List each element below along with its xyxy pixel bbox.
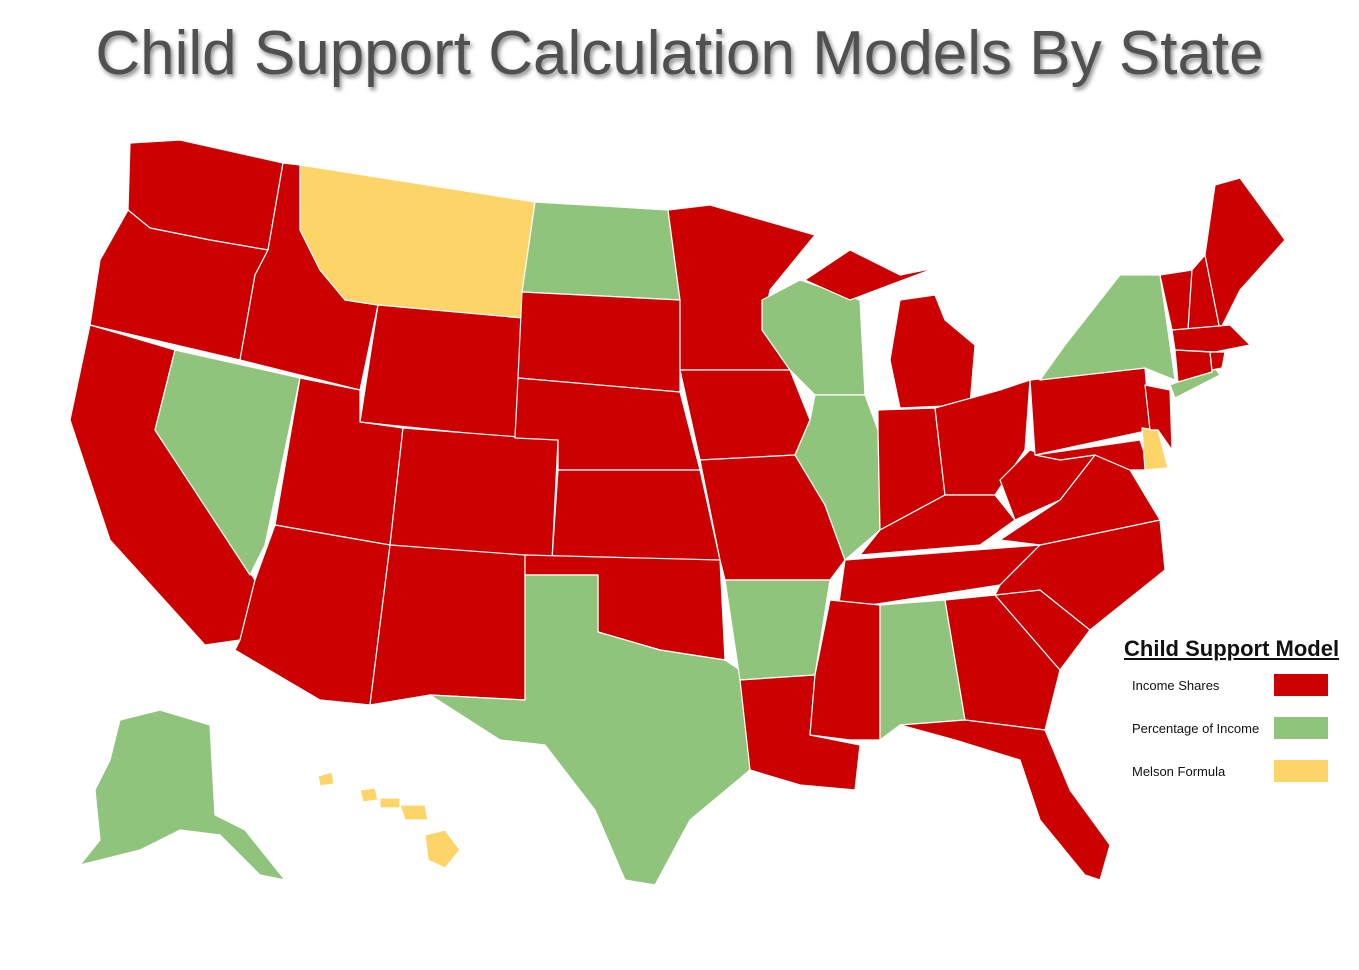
legend-label: Income Shares	[1132, 678, 1220, 693]
legend: Child Support Model Income Shares Percen…	[1124, 636, 1339, 791]
state-md[interactable]	[1034, 439, 1151, 471]
state-nv[interactable]	[154, 349, 301, 576]
state-co[interactable]	[389, 427, 559, 561]
state-fl[interactable]	[899, 719, 1111, 881]
hi-oahu	[359, 787, 379, 803]
legend-swatch	[1274, 717, 1328, 739]
state-ri[interactable]	[1209, 351, 1226, 371]
hi-molokai	[379, 797, 401, 809]
legend-item-income-shares: Income Shares	[1124, 662, 1339, 705]
map-title: Child Support Calculation Models By Stat…	[95, 19, 1264, 88]
state-ak[interactable]	[79, 709, 286, 881]
legend-item-percentage-of-income: Percentage of Income	[1124, 705, 1339, 748]
state-mi[interactable]	[889, 294, 976, 409]
state-nd[interactable]	[521, 201, 681, 301]
state-ia[interactable]	[679, 369, 811, 461]
state-wy[interactable]	[359, 304, 523, 439]
state-nm[interactable]	[369, 544, 526, 706]
state-sd[interactable]	[517, 291, 681, 393]
legend-title: Child Support Model	[1124, 636, 1340, 661]
state-nj[interactable]	[1144, 384, 1173, 451]
legend-swatch	[1274, 760, 1328, 782]
state-me[interactable]	[1204, 177, 1286, 331]
legend-swatch	[1274, 674, 1328, 696]
hi-big-island	[424, 829, 461, 869]
legend-item-melson-formula: Melson Formula	[1124, 748, 1339, 791]
state-ga[interactable]	[944, 594, 1061, 731]
state-tx[interactable]	[429, 574, 751, 886]
hi-kauai	[317, 771, 335, 787]
state-hi[interactable]	[317, 771, 461, 869]
state-mi-up[interactable]	[804, 249, 936, 301]
hi-maui	[399, 804, 429, 821]
state-ar[interactable]	[724, 579, 831, 681]
legend-label: Percentage of Income	[1132, 721, 1260, 736]
state-ks[interactable]	[551, 469, 721, 561]
state-ct[interactable]	[1174, 349, 1213, 383]
legend-label: Melson Formula	[1132, 764, 1226, 779]
state-ny[interactable]	[1039, 274, 1176, 381]
state-ma[interactable]	[1171, 324, 1251, 353]
